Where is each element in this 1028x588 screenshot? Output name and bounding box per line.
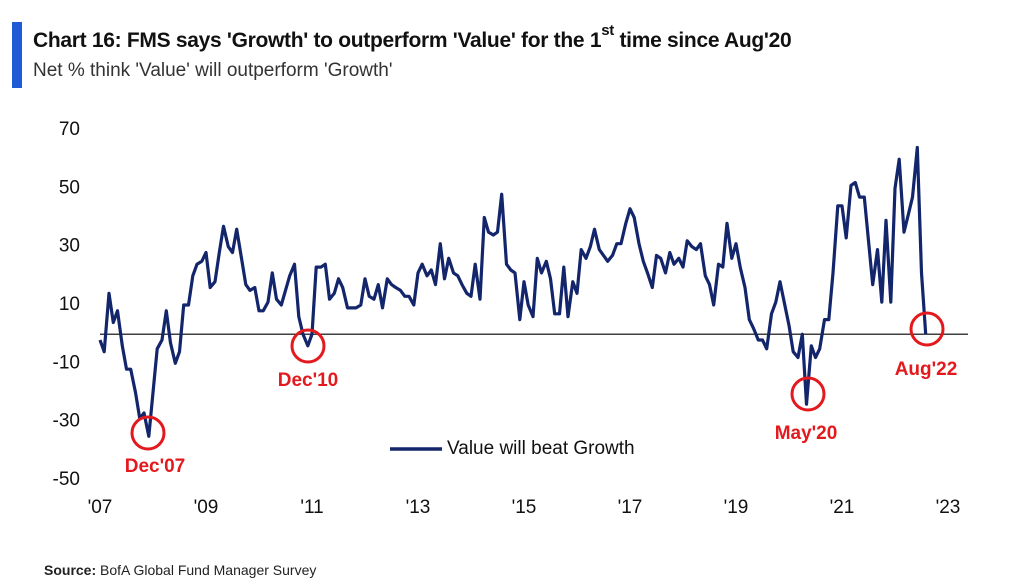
x-tick-label: '11	[300, 497, 323, 518]
annotation-circle	[790, 376, 826, 412]
x-tick-label: '21	[830, 497, 855, 518]
title-end: time since Aug'20	[613, 29, 792, 52]
annotation-circle	[290, 328, 326, 364]
y-tick-label: -50	[53, 469, 80, 490]
x-tick-label: '13	[406, 497, 431, 518]
y-tick-label: 30	[59, 236, 80, 257]
source-text: BofA Global Fund Manager Survey	[100, 562, 317, 578]
legend-label: Value will beat Growth	[447, 438, 635, 459]
x-tick-label: '19	[724, 497, 749, 518]
y-tick-label: 70	[59, 119, 80, 140]
annotation-label: Dec'07	[125, 456, 186, 477]
annotation-circle	[909, 311, 945, 347]
title-superscript: st	[601, 22, 614, 39]
annotation-circle	[130, 415, 166, 451]
source: Source: BofA Global Fund Manager Survey	[44, 562, 316, 578]
y-tick-label: 10	[59, 294, 80, 315]
x-tick-label: '07	[88, 497, 113, 518]
annotation-label: Aug'22	[895, 359, 958, 380]
annotation-label: Dec'10	[278, 370, 339, 391]
y-tick-label: -30	[53, 411, 80, 432]
chart-title: Chart 16: FMS says 'Growth' to outperfor…	[33, 22, 792, 53]
series-line	[98, 145, 928, 438]
source-label: Source:	[44, 562, 97, 578]
x-tick-label: '17	[618, 497, 643, 518]
y-tick-label: 50	[59, 177, 80, 198]
title-text: Chart 16: FMS says 'Growth' to outperfor…	[33, 29, 602, 52]
chart-subtitle: Net % think 'Value' will outperform 'Gro…	[33, 60, 393, 81]
x-tick-label: '15	[512, 497, 537, 518]
title-accent	[12, 22, 22, 88]
x-tick-label: '09	[194, 497, 219, 518]
annotation-label: May'20	[775, 423, 838, 444]
y-tick-label: -10	[53, 352, 80, 373]
x-tick-label: '23	[936, 497, 961, 518]
